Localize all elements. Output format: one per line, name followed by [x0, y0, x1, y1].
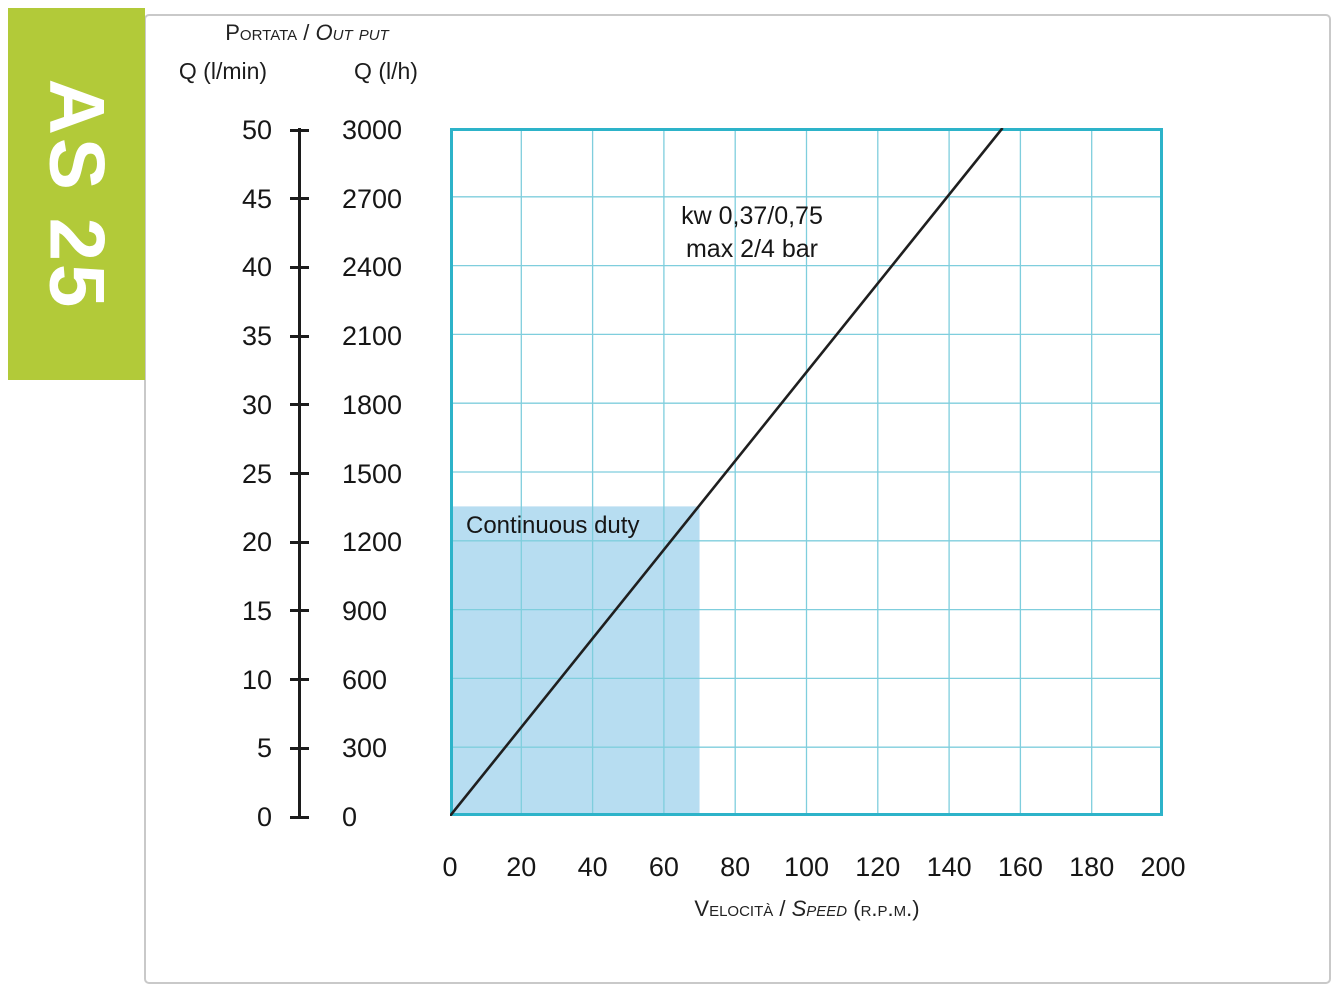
flow-tick-label-lh: 2100	[342, 321, 403, 352]
plot-border	[450, 128, 1163, 816]
flow-tick-label-lmin: 40	[241, 252, 272, 283]
speed-axis-labels: 0 20 40 60 80 100 120 140 160 180 200	[0, 852, 1343, 884]
power-annotation-line1: kw 0,37/0,75	[681, 202, 823, 230]
flow-axis-tick	[290, 540, 309, 544]
flow-tick-label-lmin: 15	[241, 595, 272, 626]
unit-label-lh: Q (l/h)	[354, 58, 418, 84]
flow-axis-tick	[290, 128, 309, 132]
speed-tick-label: 200	[1140, 852, 1186, 882]
performance-line	[450, 128, 1004, 816]
speed-axis-title-en: Speed	[791, 896, 848, 921]
page-frame	[144, 14, 1331, 984]
flow-axis-tick	[290, 472, 309, 475]
flow-axis-tick	[290, 678, 309, 682]
flow-tick-label-lh: 900	[342, 595, 388, 626]
speed-tick-label: 120	[855, 852, 901, 882]
flow-tick-label-lmin: 25	[241, 458, 272, 489]
speed-tick-label: 100	[783, 852, 830, 882]
output-scale-title-en: Out put	[315, 20, 389, 45]
flow-tick-label-lmin: 30	[241, 389, 272, 420]
flow-tick-label-lmin: 35	[241, 321, 272, 352]
flow-axis-tick	[290, 403, 309, 407]
flow-rate-scale: 50 3000 45 2700 40 2400 35 2100 30 1800 25 1500 20 12…	[0, 0, 470, 1000]
flow-axis-tick	[290, 197, 309, 201]
flow-tick-label-lmin: 20	[241, 527, 272, 558]
speed-axis-title-unit: (r.p.m.)	[847, 896, 920, 921]
flow-axis-tick	[290, 334, 309, 338]
flow-tick-label-lh: 1500	[342, 458, 403, 489]
flow-tick-label-lh: 3000	[342, 115, 403, 145]
flow-tick-label-lmin: 10	[241, 664, 272, 695]
chart-plot-area: kw 0,37/0,75 max 2/4 bar Continuous duty	[450, 128, 1163, 816]
speed-axis-title-sep: /	[773, 896, 792, 921]
output-scale-title: Portata / Out put	[182, 20, 432, 46]
flow-axis-tick	[290, 815, 309, 819]
continuous-duty-label: Continuous duty	[466, 512, 640, 540]
speed-tick-label: 180	[1069, 852, 1115, 882]
flow-axis-tick	[290, 265, 309, 269]
power-annotation: kw 0,37/0,75 max 2/4 bar	[592, 200, 912, 266]
speed-axis-title-it: Velocità	[694, 896, 774, 921]
model-badge-label: AS 25	[33, 78, 122, 310]
speed-tick-label: 40	[577, 852, 608, 882]
flow-tick-label-lmin: 0	[256, 802, 272, 832]
flow-axis-tick	[290, 746, 309, 750]
output-scale-title-sep: /	[297, 20, 316, 45]
speed-tick-label: 160	[997, 852, 1043, 882]
speed-tick-label: 0	[442, 852, 458, 882]
flow-tick-label-lmin: 45	[241, 183, 272, 214]
flow-tick-label-lh: 0	[342, 802, 358, 832]
unit-label-lmin: Q (l/min)	[178, 58, 268, 84]
power-annotation-line2: max 2/4 bar	[685, 235, 818, 263]
speed-tick-label: 20	[506, 852, 537, 882]
flow-tick-label-lh: 2700	[342, 183, 403, 214]
flow-tick-label-lh: 1800	[342, 389, 403, 420]
output-scale-title-it: Portata	[225, 20, 298, 45]
flow-axis-tick	[290, 609, 309, 613]
chart-canvas	[450, 128, 1163, 816]
speed-tick-label: 80	[720, 852, 751, 882]
speed-tick-label: 140	[926, 852, 972, 882]
speed-tick-label: 60	[648, 852, 679, 882]
flow-tick-label-lh: 300	[342, 733, 388, 764]
flow-tick-label-lh: 600	[342, 664, 388, 695]
flow-tick-label-lh: 2400	[342, 252, 403, 283]
flow-tick-label-lmin: 5	[256, 733, 272, 764]
speed-axis-title: Velocità / Speed (r.p.m.)	[607, 896, 1007, 922]
model-badge: AS 25	[8, 8, 145, 380]
flow-tick-label-lmin: 50	[241, 115, 272, 145]
flow-tick-label-lh: 1200	[342, 527, 403, 558]
